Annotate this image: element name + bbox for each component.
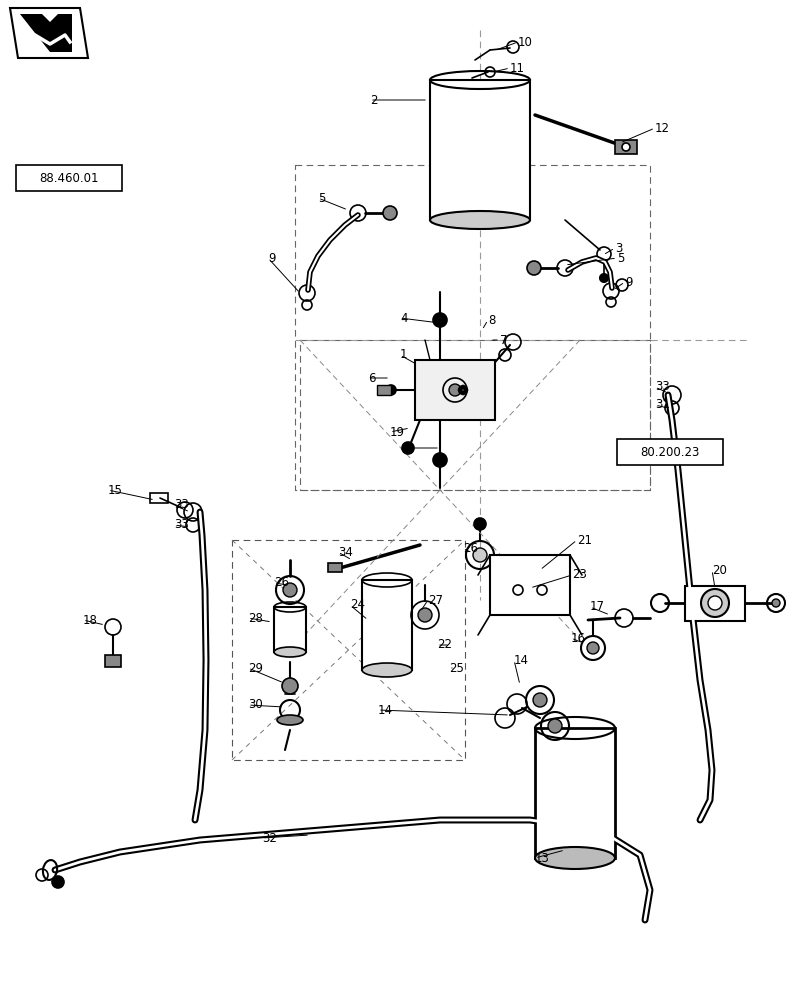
Text: 8: 8 <box>487 314 495 326</box>
Circle shape <box>599 274 607 282</box>
Text: 33: 33 <box>174 498 188 512</box>
Text: 34: 34 <box>337 546 353 558</box>
Circle shape <box>532 693 547 707</box>
Circle shape <box>771 599 779 607</box>
Text: 20: 20 <box>711 564 726 576</box>
Text: 17: 17 <box>590 600 604 613</box>
Circle shape <box>385 385 396 395</box>
Text: 22: 22 <box>436 639 452 652</box>
Text: 6: 6 <box>367 371 375 384</box>
Circle shape <box>462 386 466 390</box>
Circle shape <box>283 583 297 597</box>
Ellipse shape <box>277 715 303 725</box>
Text: 80.200.23: 80.200.23 <box>639 446 699 458</box>
Text: 19: 19 <box>389 426 405 438</box>
Circle shape <box>461 391 465 395</box>
Bar <box>150 493 168 503</box>
Bar <box>430 80 530 220</box>
Circle shape <box>458 386 462 390</box>
Circle shape <box>586 642 599 654</box>
Text: 15: 15 <box>108 484 122 496</box>
Circle shape <box>700 589 728 617</box>
Circle shape <box>474 518 486 530</box>
Bar <box>684 586 744 621</box>
Text: 27: 27 <box>427 593 443 606</box>
Text: 12: 12 <box>654 121 669 134</box>
Text: 4: 4 <box>400 312 407 324</box>
Text: 23: 23 <box>571 568 586 582</box>
Text: 5: 5 <box>616 251 624 264</box>
Text: 9: 9 <box>624 275 632 288</box>
Circle shape <box>462 390 466 394</box>
Text: 5: 5 <box>318 192 325 205</box>
Circle shape <box>457 388 461 392</box>
Circle shape <box>432 453 446 467</box>
Text: 4: 4 <box>400 442 407 454</box>
Text: 10: 10 <box>517 35 532 48</box>
Ellipse shape <box>430 211 530 229</box>
Bar <box>414 360 495 420</box>
Bar <box>273 607 306 652</box>
Text: 30: 30 <box>247 698 263 712</box>
Text: 26: 26 <box>273 576 289 589</box>
Text: 18: 18 <box>83 613 98 626</box>
Circle shape <box>621 143 629 151</box>
Text: 26: 26 <box>462 542 478 554</box>
Text: 1: 1 <box>400 349 407 361</box>
Bar <box>16 165 122 191</box>
Circle shape <box>52 876 64 888</box>
Text: 24: 24 <box>350 598 365 611</box>
Bar <box>616 439 722 465</box>
Text: 16: 16 <box>570 632 586 645</box>
Circle shape <box>463 388 467 392</box>
Circle shape <box>526 261 540 275</box>
Ellipse shape <box>362 663 411 677</box>
Polygon shape <box>20 14 72 52</box>
Text: 33: 33 <box>654 380 669 393</box>
Text: 25: 25 <box>448 662 463 674</box>
Text: 11: 11 <box>509 62 525 75</box>
Text: 31: 31 <box>654 398 669 412</box>
Text: 2: 2 <box>370 94 377 106</box>
Text: 33: 33 <box>174 518 188 532</box>
Text: 9: 9 <box>268 251 275 264</box>
Text: 21: 21 <box>577 534 591 546</box>
Polygon shape <box>42 14 58 22</box>
Text: 88.460.01: 88.460.01 <box>39 172 99 184</box>
Text: 7: 7 <box>500 334 507 347</box>
Text: 32: 32 <box>262 832 277 844</box>
Ellipse shape <box>534 847 614 869</box>
Circle shape <box>458 390 462 394</box>
Circle shape <box>547 719 561 733</box>
Text: 14: 14 <box>378 704 393 716</box>
Circle shape <box>432 313 446 327</box>
Circle shape <box>461 385 465 389</box>
Polygon shape <box>489 555 569 615</box>
Ellipse shape <box>273 647 306 657</box>
Bar <box>534 728 614 858</box>
Circle shape <box>448 384 461 396</box>
Text: 28: 28 <box>247 611 263 624</box>
Circle shape <box>383 206 397 220</box>
Text: 13: 13 <box>534 852 549 864</box>
Circle shape <box>401 442 414 454</box>
Circle shape <box>707 596 721 610</box>
Circle shape <box>281 678 298 694</box>
Bar <box>614 140 636 154</box>
Text: 3: 3 <box>614 241 621 254</box>
Bar <box>328 563 341 572</box>
Polygon shape <box>10 8 88 58</box>
Circle shape <box>418 608 431 622</box>
Circle shape <box>473 548 487 562</box>
Bar <box>105 655 121 667</box>
Text: 29: 29 <box>247 662 263 674</box>
Bar <box>376 385 391 395</box>
Bar <box>362 580 411 670</box>
Text: 14: 14 <box>513 654 528 666</box>
